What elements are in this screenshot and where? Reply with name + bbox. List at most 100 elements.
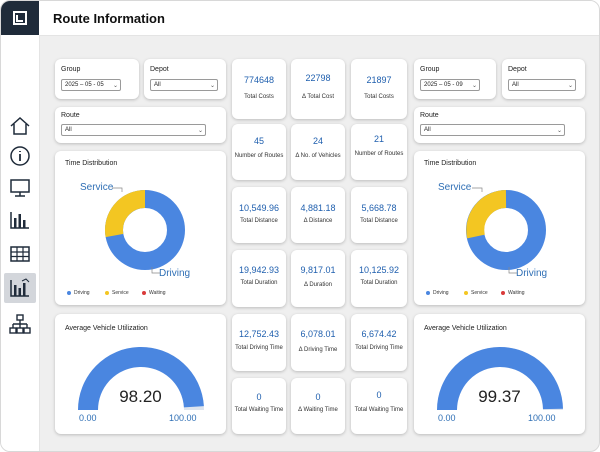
kpi-value: 10,125.92 [358, 265, 400, 275]
kpi-value: 24 [312, 136, 323, 146]
route-select[interactable]: All ⌄ [61, 124, 206, 136]
kpi-label: Δ Duration [303, 282, 333, 288]
kpi-value: 0 [315, 392, 321, 402]
legend-dot [464, 291, 468, 295]
service-label: Service [438, 182, 472, 193]
gauge-fill [437, 346, 563, 411]
logo-icon [13, 11, 27, 25]
kpi-label: Total Duration [360, 280, 398, 286]
table-nav[interactable] [4, 239, 36, 269]
kpi-label: Total Distance [360, 218, 398, 224]
service-slice [105, 190, 146, 238]
table-icon [10, 246, 30, 262]
kpi-card: 45 Number of Routes [232, 124, 286, 180]
legend-driving: Driving [426, 290, 449, 296]
app-logo[interactable] [1, 1, 39, 35]
kpi-value: 21897 [366, 75, 392, 85]
kpi-card: 12,752.43 Total Driving Time [232, 314, 286, 371]
chevron-down-icon: ⌄ [112, 83, 118, 89]
legend-label: Service [471, 290, 488, 296]
driving-label: Driving [159, 268, 191, 279]
kpi-card: 6,078.01 Δ Driving Time [291, 314, 345, 371]
depot-select[interactable]: All ⌄ [150, 79, 218, 91]
kpi-value: 0 [376, 390, 382, 400]
gauge-value: 98.20 [119, 387, 162, 406]
info-icon [10, 146, 30, 166]
chevron-down-icon: ⌄ [471, 83, 477, 89]
route-select[interactable]: All ⌄ [420, 124, 565, 136]
kpi-value: 6,674.42 [361, 329, 397, 339]
route-value: All [424, 127, 431, 133]
kpi-value: 9,817.01 [300, 265, 336, 275]
kpi-label: Total Driving Time [355, 345, 403, 351]
legend-waiting: Waiting [501, 290, 525, 296]
kpi-card: 774648 Total Costs [232, 59, 286, 119]
kpi-label: Total Costs [244, 94, 274, 100]
depot-select[interactable]: All ⌄ [508, 79, 576, 91]
legend-dot [142, 291, 146, 295]
kpi-card: 21 Number of Routes [351, 124, 407, 180]
group-select[interactable]: 2025 – 05 - 05 ⌄ [61, 79, 121, 91]
kpi-label: Number of Routes [354, 151, 404, 157]
time-distribution-right: Time Distribution Service Driving Drivin… [414, 151, 585, 305]
legend-label: Driving [74, 290, 90, 296]
driving-label: Driving [516, 268, 548, 279]
kpi-label: Total Waiting Time [234, 407, 284, 413]
legend-label: Driving [433, 290, 449, 296]
group-value: 2025 – 05 - 05 [65, 82, 104, 88]
kpi-value: 5,668.78 [361, 203, 397, 213]
kpi-value: 21 [373, 134, 384, 144]
driving-leader-line [151, 267, 160, 274]
legend-waiting: Waiting [142, 290, 166, 296]
depot-value: All [154, 82, 161, 88]
monitor-nav[interactable] [4, 173, 36, 203]
group-value: 2025 – 05 - 09 [424, 82, 463, 88]
group-filter-right: Group 2025 – 05 - 09 ⌄ [414, 59, 496, 99]
info-nav[interactable] [4, 141, 36, 171]
gauge-chart [437, 346, 563, 411]
report-nav[interactable] [4, 273, 36, 303]
bar-chart-nav[interactable] [4, 205, 36, 235]
home-nav[interactable] [4, 111, 36, 141]
kpi-label: Δ No. of Vehicles [295, 153, 341, 159]
depot-label: Depot [508, 66, 527, 73]
kpi-label: Total Distance [240, 218, 278, 224]
sidebar [1, 35, 40, 451]
kpi-label: Δ Distance [303, 218, 333, 224]
chart-title: Average Vehicle Utilization [65, 325, 148, 332]
kpi-value: 6,078.01 [300, 329, 336, 339]
kpi-card: 22798 Δ Total Cost [291, 59, 345, 119]
bar-chart-icon [10, 212, 29, 229]
chart-title: Time Distribution [424, 160, 477, 167]
kpi-label: Total Waiting Time [354, 407, 404, 413]
driving-leader-line [508, 267, 517, 274]
kpi-card: 9,817.01 Δ Duration [291, 250, 345, 307]
group-label: Group [420, 66, 440, 73]
service-leader-line [472, 187, 483, 192]
route-filter-right: Route All ⌄ [414, 107, 585, 143]
legend-label: Waiting [508, 290, 525, 296]
chart-title: Time Distribution [65, 160, 118, 167]
top-bar: Route Information [1, 1, 599, 36]
legend-dot [426, 291, 430, 295]
hierarchy-nav[interactable] [4, 309, 36, 339]
kpi-value: 10,549.96 [238, 203, 280, 213]
route-label: Route [61, 112, 80, 119]
gauge-max: 100.00 [528, 413, 556, 423]
group-select[interactable]: 2025 – 05 - 09 ⌄ [420, 79, 480, 91]
kpi-card: 10,125.92 Total Duration [351, 250, 407, 307]
kpi-label: Δ Total Cost [301, 94, 335, 100]
chevron-down-icon: ⌄ [209, 83, 215, 89]
kpi-value: 0 [256, 392, 262, 402]
kpi-card: 10,549.96 Total Distance [232, 187, 286, 243]
legend-driving: Driving [67, 290, 90, 296]
chevron-down-icon: ⌄ [556, 128, 562, 134]
gauge-fill [78, 346, 204, 411]
legend-service: Service [105, 290, 129, 296]
monitor-icon [10, 179, 30, 197]
service-leader-line [112, 187, 123, 192]
depot-filter-left: Depot All ⌄ [144, 59, 226, 99]
chart-report-icon [10, 278, 30, 297]
gauge-max: 100.00 [169, 413, 197, 423]
kpi-value: 4,881.18 [300, 203, 336, 213]
